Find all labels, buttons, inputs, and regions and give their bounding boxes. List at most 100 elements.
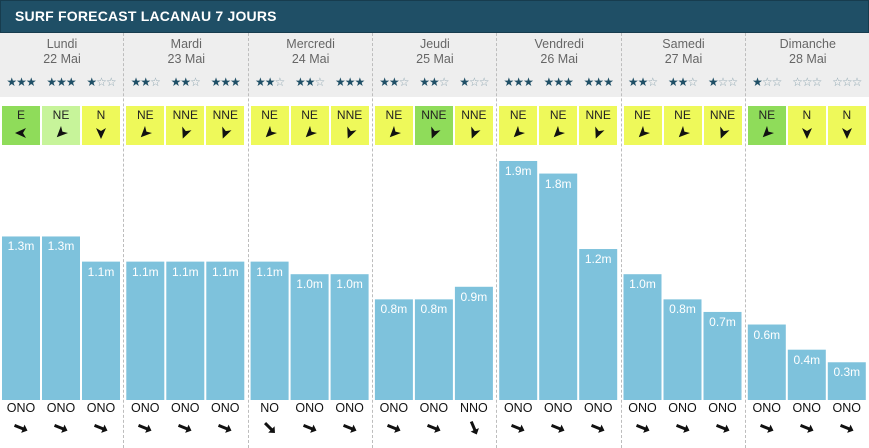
- swell-direction-label: NNO: [460, 401, 488, 415]
- swell-arrow-icon: [342, 423, 357, 433]
- swell-bar: [454, 286, 493, 400]
- wind-arrow-icon: [595, 126, 605, 139]
- wind-arrow-icon: [513, 126, 526, 138]
- day-separator: [123, 33, 125, 448]
- bar-value-label: 1.3m: [7, 239, 35, 254]
- wind-direction-label: NE: [261, 108, 278, 122]
- day-name: Dimanche: [779, 37, 836, 51]
- wind-arrow-icon: [762, 126, 774, 138]
- swell-arrow-icon: [759, 423, 774, 433]
- day-separator: [371, 33, 373, 448]
- swell-direction-label: ONO: [171, 401, 200, 415]
- rating-stars: ★★☆: [419, 75, 449, 89]
- wind-cell: NE: [42, 106, 80, 145]
- swell-arrow-icon: [218, 423, 232, 433]
- wind-arrow-icon: [346, 126, 357, 139]
- bar-value-label: 1.0m: [336, 277, 363, 292]
- swell-bar: [663, 299, 702, 400]
- wind-arrow-icon: [841, 128, 852, 139]
- wind-direction-label: NNE: [461, 108, 487, 122]
- wind-cell: NE: [663, 106, 702, 145]
- wind-arrow-icon: [305, 126, 317, 138]
- swell-arrow-icon: [138, 423, 152, 433]
- wind-direction-label: N: [802, 108, 812, 122]
- wind-cell: NE: [126, 106, 165, 145]
- swell-direction-label: ONO: [335, 401, 364, 415]
- wind-direction-label: E: [16, 108, 25, 122]
- bar-value-label: 0.8m: [420, 302, 448, 317]
- swell-arrow-icon: [263, 421, 275, 433]
- day-separator: [247, 33, 249, 448]
- rating-stars: ★★★: [334, 75, 365, 89]
- swell-bar: [290, 274, 329, 400]
- wind-direction-label: NNE: [421, 108, 447, 122]
- swell-arrow-icon: [715, 423, 729, 433]
- rating-stars: ★★☆: [294, 75, 325, 89]
- swell-bar: [539, 173, 578, 400]
- bar-value-label: 1.1m: [256, 264, 283, 279]
- rating-stars: ★★☆: [627, 75, 658, 89]
- swell-bar: [623, 274, 662, 400]
- swell-bar: [747, 324, 786, 400]
- bar-value-label: 0.9m: [460, 289, 488, 304]
- rating-stars: ★☆☆: [459, 75, 489, 89]
- swell-direction-label: ONO: [131, 401, 160, 415]
- swell-direction-label: ONO: [752, 401, 782, 415]
- day-headers: Lundi 22 Mai Mardi 23 Mai Mercredi 24 Mai Jeud…: [0, 33, 869, 97]
- swell-direction-label: ONO: [503, 401, 533, 415]
- swell-bar: [2, 236, 40, 400]
- wind-cell: NNE: [166, 106, 205, 145]
- day-separator: [496, 33, 498, 448]
- bar-value-label: 1.1m: [171, 264, 199, 279]
- day-header: Mercredi 24 Mai: [249, 33, 373, 97]
- wind-arrow-icon: [431, 126, 441, 139]
- swell-direction-label: ONO: [379, 401, 409, 415]
- bar-value-label: 0.3m: [833, 365, 861, 380]
- wind-direction-label: NNE: [212, 108, 238, 122]
- rating-stars: ☆☆☆: [832, 75, 862, 89]
- day-header: Samedi 27 Mai: [622, 33, 746, 97]
- wind-arrow-icon: [638, 126, 650, 138]
- swell-arrow-icon: [635, 423, 649, 433]
- swell-direction-label: ONO: [668, 401, 697, 415]
- wind-cell: NE: [747, 106, 786, 145]
- rating-stars: ★★☆: [130, 75, 161, 89]
- rating-stars: ★★★: [503, 75, 534, 89]
- swell-direction-label: ONO: [583, 401, 613, 415]
- rating-stars: ★★☆: [379, 75, 409, 89]
- swell-bar: [499, 160, 538, 400]
- wind-direction-label: N: [96, 108, 106, 122]
- wind-arrow-icon: [553, 126, 566, 138]
- bar-value-label: 1.1m: [87, 264, 115, 279]
- day-date: 25 Mai: [416, 52, 454, 66]
- forecast-header: SURF FORECAST LACANAU 7 JOURS: [0, 0, 869, 33]
- wind-cell: E: [2, 106, 40, 145]
- swell-bar: [787, 349, 826, 400]
- bar-value-label: 0.6m: [753, 327, 781, 342]
- swell-bar: [703, 311, 742, 400]
- wind-cell: N: [787, 106, 826, 145]
- wind-cell: NE: [374, 106, 413, 145]
- wind-arrow-icon: [678, 126, 690, 138]
- day-name: Jeudi: [419, 37, 450, 51]
- rating-stars: ★★★: [583, 75, 614, 89]
- swell-bar: [82, 261, 120, 400]
- swell-bar: [579, 249, 618, 400]
- rating-stars: ★★☆: [667, 75, 698, 89]
- swell-direction-label: ONO: [792, 401, 822, 415]
- wind-direction-label: NE: [136, 108, 154, 122]
- swell-arrow-icon: [93, 423, 108, 433]
- wind-cell: NE: [539, 106, 578, 145]
- swell-arrow-icon: [839, 423, 854, 433]
- rating-stars: ☆☆☆: [792, 75, 822, 89]
- swell-direction-label: ONO: [86, 401, 116, 415]
- wind-arrow-icon: [15, 128, 26, 138]
- swell-direction-label: NO: [260, 401, 279, 415]
- wind-cell: NE: [623, 106, 662, 145]
- wind-cell: NNE: [206, 106, 245, 145]
- wind-direction-label: N: [842, 108, 852, 122]
- swell-bar: [330, 274, 369, 400]
- swell-direction-label: ONO: [295, 401, 324, 415]
- wind-cell: N: [82, 106, 120, 145]
- swell-arrow-icon: [426, 423, 441, 433]
